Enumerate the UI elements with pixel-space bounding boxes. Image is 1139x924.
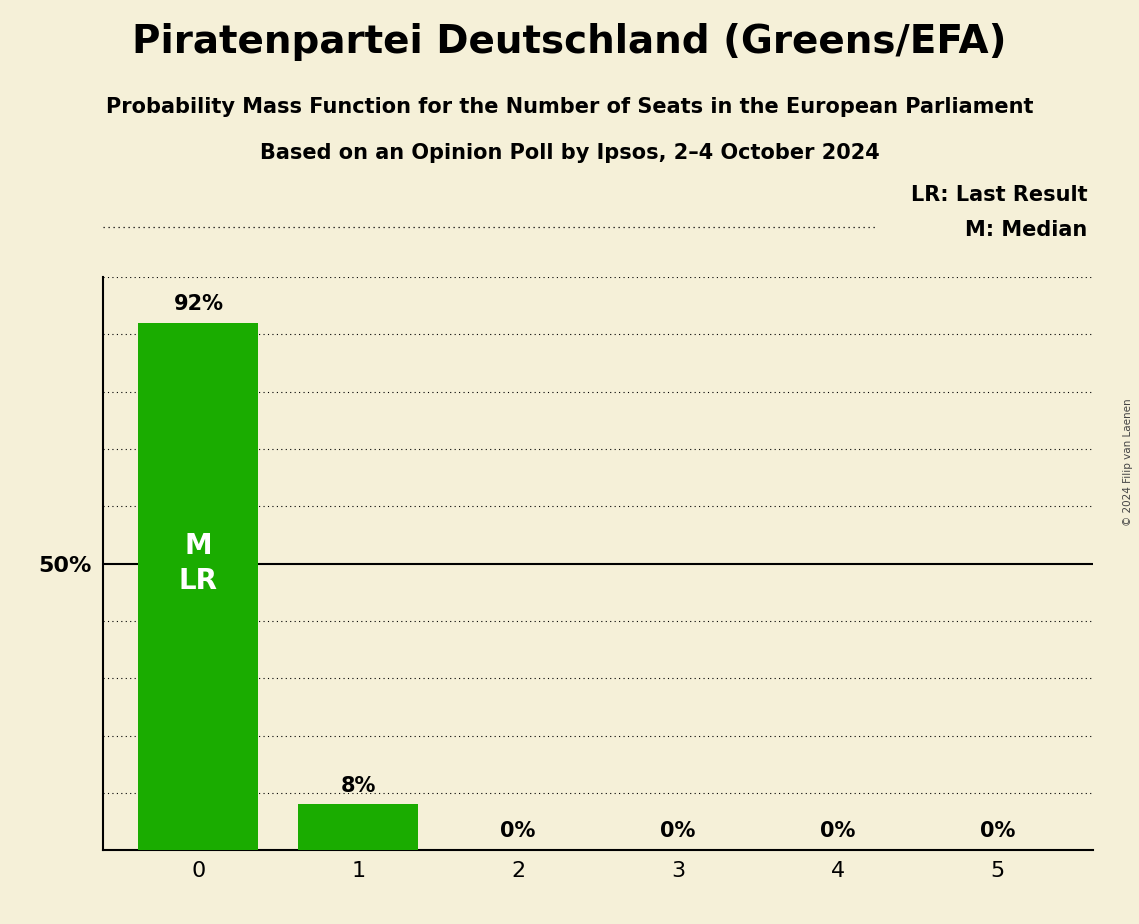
Text: 0%: 0% [980, 821, 1015, 842]
Text: 0%: 0% [500, 821, 535, 842]
Text: Probability Mass Function for the Number of Seats in the European Parliament: Probability Mass Function for the Number… [106, 97, 1033, 117]
Text: 92%: 92% [173, 295, 223, 314]
Text: 8%: 8% [341, 775, 376, 796]
Text: 0%: 0% [661, 821, 696, 842]
Text: LR: Last Result: LR: Last Result [911, 185, 1088, 205]
Text: © 2024 Filip van Laenen: © 2024 Filip van Laenen [1123, 398, 1133, 526]
Text: M
LR: M LR [179, 532, 218, 595]
Bar [298, 804, 418, 850]
Bar [139, 323, 259, 850]
Text: Piratenpartei Deutschland (Greens/EFA): Piratenpartei Deutschland (Greens/EFA) [132, 23, 1007, 61]
Text: M: Median: M: Median [966, 220, 1088, 240]
Text: Based on an Opinion Poll by Ipsos, 2–4 October 2024: Based on an Opinion Poll by Ipsos, 2–4 O… [260, 143, 879, 164]
Text: 0%: 0% [820, 821, 855, 842]
